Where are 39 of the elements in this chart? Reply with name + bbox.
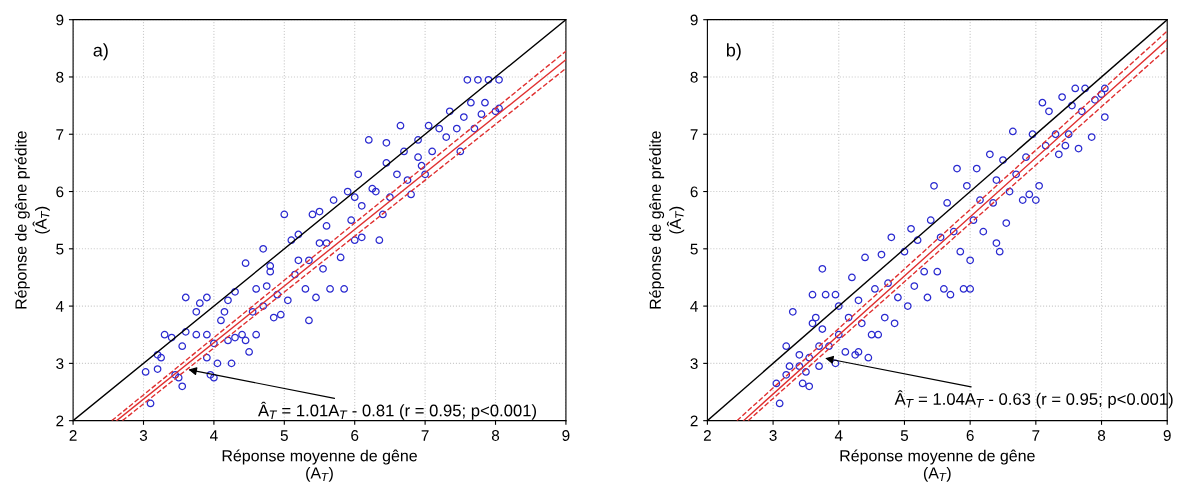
x-tick-label: 8 [491,430,500,441]
y-axis-title: Réponse de gêne prédite (Â$_{T}$) [649,131,685,309]
x-tick-label: 2 [69,430,77,441]
x-tick-label: 3 [139,430,148,441]
annotation: a) [93,43,108,61]
x-axis-title: Réponse moyenne de gêne (A$_{T}$) [840,449,1035,482]
y-axis-title: Réponse de gêne prédite (Â$_{T}$) [14,131,50,309]
x-tick-label: 4 [834,430,843,441]
x-tick-label: 3 [769,430,777,441]
y-tick-label: 8 [56,71,64,83]
x-tick-label: 5 [280,430,288,441]
y-tick-label: 6 [690,186,698,198]
x-tick-label: 2 [703,430,711,441]
annotation: b) [726,43,741,61]
y-tick-label: 2 [56,415,64,427]
y-tick-label: 2 [690,415,698,427]
y-tick-label: 9 [690,14,698,26]
x-tick-label: 7 [1032,430,1040,441]
annotation: Â$_{T}$ = 1.01A$_{T}$ - 0.81 (r = 0.95; p<0.001) [258,401,537,420]
y-tick-label: 5 [690,243,698,255]
y-tick-label: 3 [690,358,698,370]
x-tick-label: 6 [966,430,974,441]
x-tick-label: 7 [421,430,429,441]
x-tick-label: 9 [1163,430,1171,441]
x-tick-label: 8 [1097,430,1106,441]
y-tick-label: 7 [690,129,698,140]
y-tick-label: 7 [56,129,64,140]
x-tick-label: 4 [210,430,218,441]
x-tick-label: 6 [351,430,359,441]
y-tick-label: 4 [690,301,698,312]
y-tick-label: 6 [56,186,64,198]
x-axis-title: Réponse moyenne de gêne (A$_{T}$) [222,449,417,482]
y-tick-label: 8 [690,71,698,83]
x-tick-label: 9 [562,430,570,441]
x-tick-label: 5 [900,430,909,441]
y-tick-label: 3 [56,358,64,370]
y-tick-label: 9 [56,14,64,26]
y-tick-label: 5 [56,243,64,255]
y-tick-label: 4 [55,301,64,312]
